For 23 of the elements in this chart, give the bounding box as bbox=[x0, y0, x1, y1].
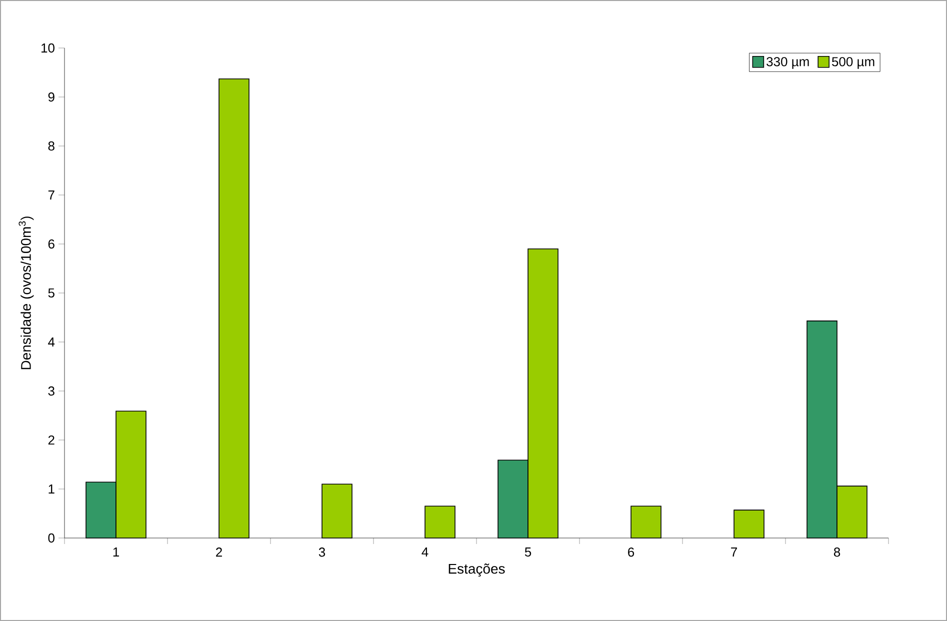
y-tick-label: 4 bbox=[48, 338, 55, 346]
y-tick-label: 5 bbox=[48, 288, 54, 298]
x-tick-label: 7 bbox=[731, 548, 737, 556]
legend-label: 330 µm bbox=[766, 57, 809, 69]
y-tick-label: 8 bbox=[48, 141, 54, 151]
x-tick-label: 4 bbox=[422, 548, 428, 556]
legend-label: 500 µm bbox=[832, 57, 874, 69]
x-tick-label: 2 bbox=[216, 548, 222, 557]
x-tick-label: 5 bbox=[524, 548, 532, 557]
x-tick-label: 1 bbox=[113, 548, 119, 556]
y-tick-label: 1 bbox=[48, 484, 54, 494]
x-axis-title: Estações bbox=[448, 564, 505, 577]
y-tick-label: 6 bbox=[48, 239, 54, 249]
x-tick-label: 8 bbox=[834, 548, 840, 557]
y-tick-label: 10 bbox=[42, 43, 54, 53]
y-tick-label: 7 bbox=[48, 190, 54, 200]
x-tick-label: 3 bbox=[318, 548, 326, 557]
y-tick-label: 0 bbox=[48, 533, 54, 543]
y-tick-label: 2 bbox=[48, 435, 54, 445]
y-tick-label: 9 bbox=[48, 92, 54, 102]
x-tick-label: 6 bbox=[628, 548, 634, 557]
y-axis-title: Densidade (ovos/100m$^{3}$) bbox=[18, 216, 34, 370]
y-tick-label: 3 bbox=[48, 386, 54, 396]
